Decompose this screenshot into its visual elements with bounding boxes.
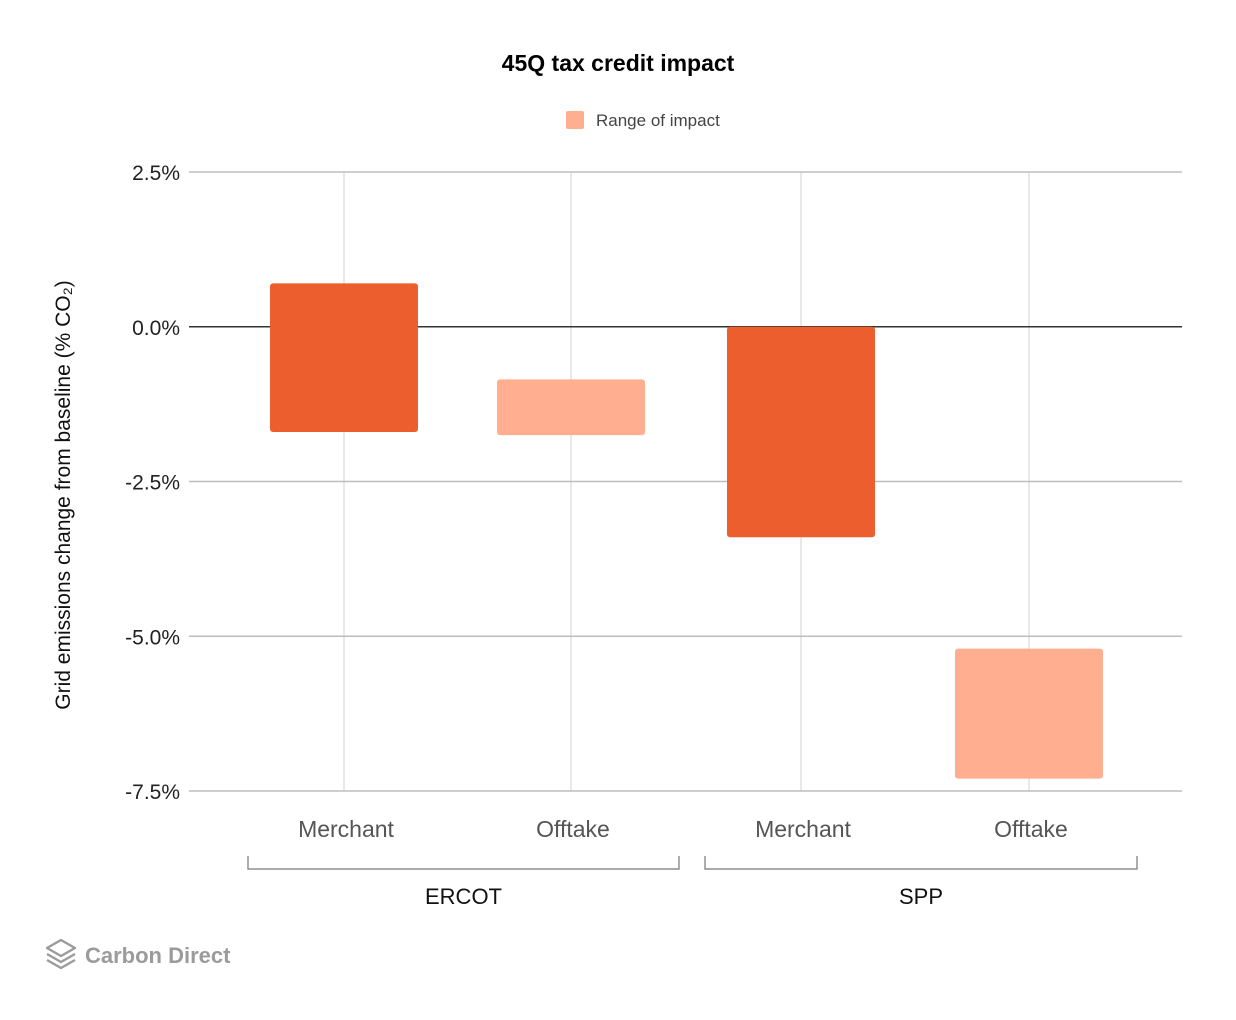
legend: Range of impact [566,111,720,130]
chart-title: 45Q tax credit impact [502,50,735,76]
group-brackets: ERCOT SPP [247,856,1138,909]
y-axis-label: Grid emissions change from baseline (% C… [52,280,75,709]
logo-text: Carbon Direct [85,943,231,968]
legend-swatch [566,111,584,129]
y-tick-label: 2.5% [132,162,180,185]
category-labels: Merchant Offtake Merchant Offtake [298,816,1068,842]
range-bars [270,283,1103,779]
y-tick-label: -2.5% [125,472,180,495]
range-bar [727,326,875,538]
group-label: SPP [899,884,943,909]
y-tick-label: -5.0% [125,626,180,649]
category-label: Merchant [755,816,851,842]
carbon-direct-logo: Carbon Direct [45,938,231,970]
group-bracket [704,856,1138,870]
range-bar [955,648,1103,779]
logo-mark-icon [45,938,77,970]
group-bracket [247,856,680,870]
y-tick-label: 0.0% [132,317,180,340]
y-tick-label: -7.5% [125,781,180,804]
legend-label: Range of impact [596,111,720,130]
category-label: Offtake [994,816,1068,842]
category-label: Merchant [298,816,394,842]
range-bar [270,283,418,432]
y-tick-labels: 2.5% 0.0% -2.5% -5.0% -7.5% [125,162,180,804]
category-label: Offtake [536,816,610,842]
group-label: ERCOT [425,884,502,909]
range-bar [497,379,645,436]
